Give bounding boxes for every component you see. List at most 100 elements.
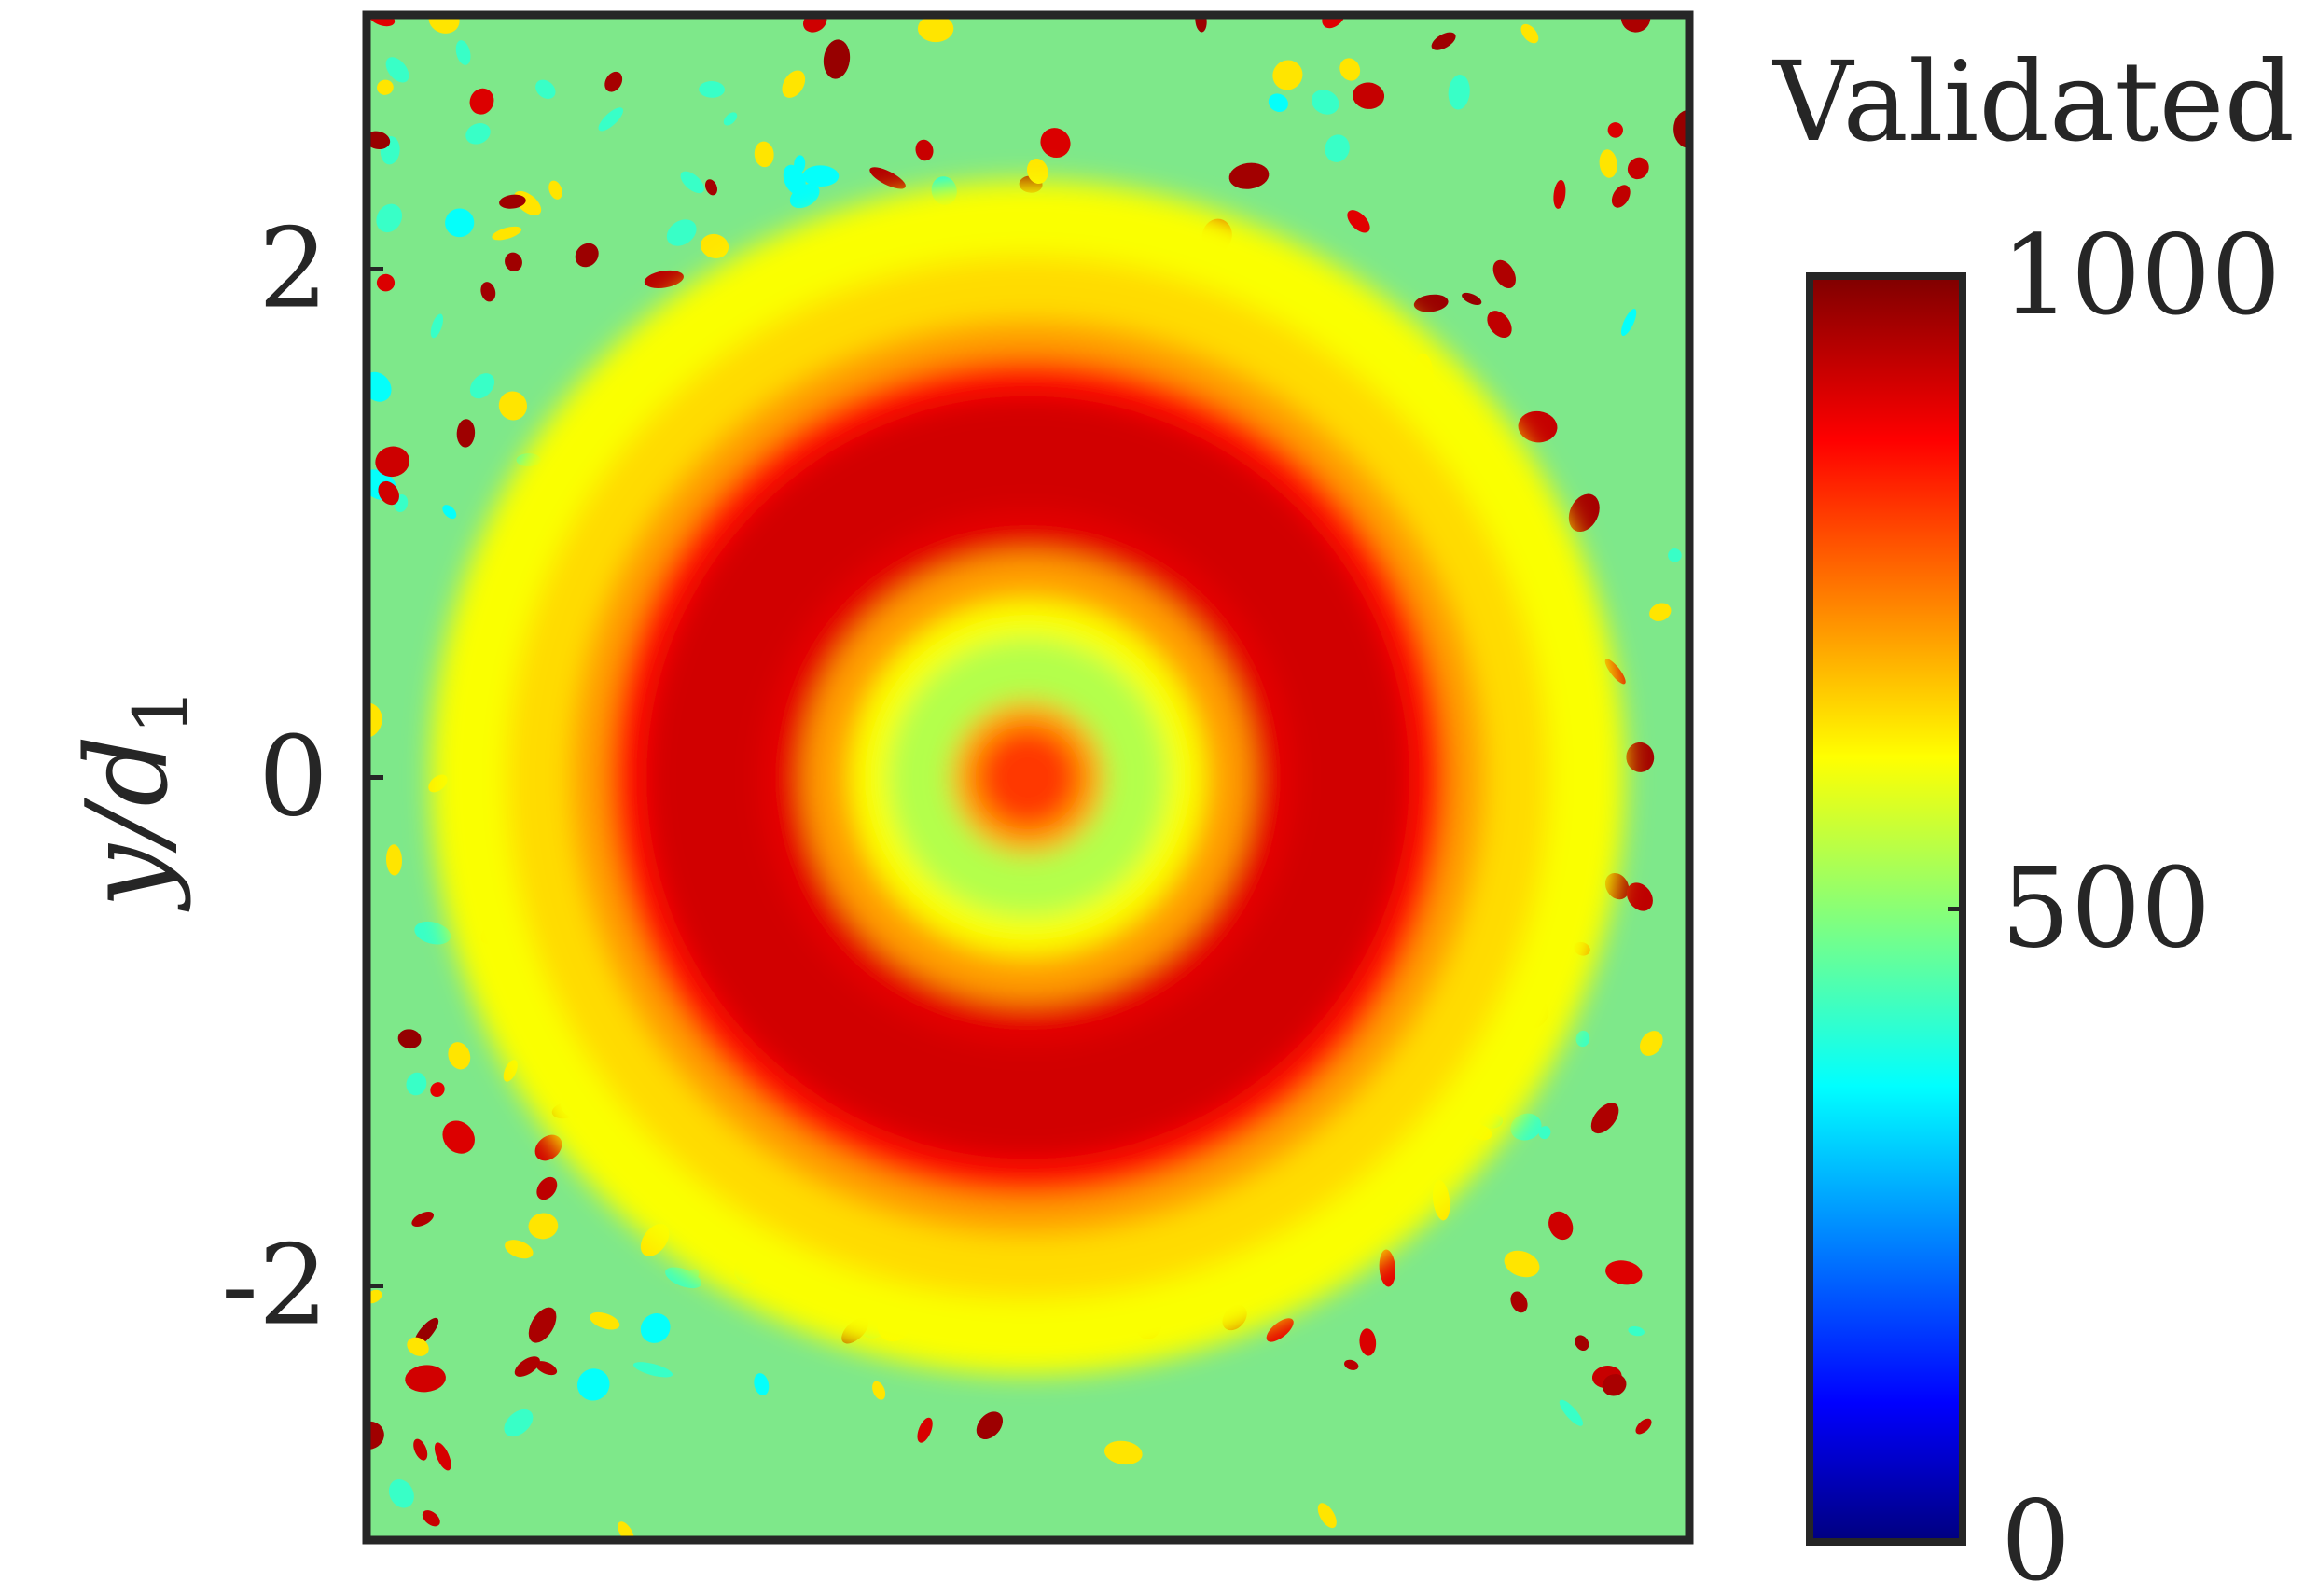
noise-speckle [872, 1381, 886, 1400]
noise-speckle [375, 446, 410, 478]
heatmap-plot [367, 15, 1689, 1540]
noise-speckle [445, 208, 475, 238]
noise-speckle [1510, 1113, 1542, 1141]
noise-speckle [385, 844, 403, 876]
noise-speckle [548, 180, 562, 200]
noise-speckle [514, 1356, 540, 1377]
y-axis-ticks: -2 0 2 [221, 204, 383, 1350]
noise-speckle [1620, 309, 1637, 336]
noise-speckle [823, 39, 851, 79]
noise-speckle [1379, 1249, 1395, 1287]
noise-speckle [604, 71, 623, 92]
colorbar-title: Validated [1771, 37, 2295, 166]
noise-speckle [640, 1312, 671, 1343]
noise-speckle [1347, 210, 1370, 233]
noise-speckle [1311, 90, 1339, 115]
noise-speckle [1635, 1418, 1652, 1435]
noise-speckle [1627, 157, 1649, 180]
noise-speckle [536, 1176, 558, 1200]
noise-speckle [430, 313, 444, 339]
noise-speckle [499, 194, 526, 209]
noise-speckle [1272, 60, 1303, 90]
noise-speckle [385, 57, 409, 83]
noise-speckle [699, 80, 725, 98]
svg-text:y/d1: y/d1 [63, 687, 204, 912]
noise-speckle [1611, 185, 1631, 208]
noise-speckle [1268, 93, 1288, 112]
noise-speckle [917, 1417, 933, 1443]
noise-speckle [505, 252, 522, 271]
noise-speckle [1353, 82, 1385, 109]
y-tick-label-2: 2 [258, 204, 328, 333]
noise-speckle [504, 1409, 534, 1437]
noise-speckle [576, 1368, 610, 1401]
noise-speckle [632, 1362, 673, 1378]
noise-speckle [1026, 158, 1048, 185]
noise-speckle [1649, 603, 1672, 621]
noise-speckle [378, 480, 399, 506]
noise-speckle [1668, 548, 1682, 562]
noise-speckle [782, 70, 806, 98]
noise-speckle [1266, 1318, 1294, 1342]
noise-speckle [406, 1072, 427, 1096]
noise-speckle [1559, 1399, 1583, 1426]
noise-speckle [1040, 128, 1071, 159]
noise-speckle [1575, 1335, 1589, 1351]
noise-speckle [1538, 1126, 1551, 1140]
noise-speckle [498, 391, 528, 421]
noise-speckle [442, 1120, 475, 1154]
noise-speckle [869, 167, 906, 189]
noise-speckle [428, 15, 460, 34]
noise-speckle [644, 270, 684, 288]
noise-speckle [1325, 134, 1350, 162]
noise-speckle [469, 373, 495, 399]
colorbar-tick-label-1: 500 [2001, 844, 2211, 973]
noise-speckle [1590, 1103, 1619, 1134]
y-axis-label-main: y/d [63, 735, 193, 912]
noise-speckle [1462, 292, 1482, 305]
noise-speckle [1639, 1031, 1663, 1056]
noise-speckle [434, 1442, 451, 1471]
noise-speckle [367, 131, 391, 150]
noise-speckle [411, 1212, 435, 1227]
noise-speckle [1344, 1359, 1359, 1370]
ring-band-10 [977, 727, 1079, 828]
noise-speckle [469, 88, 494, 115]
noise-speckle [1339, 58, 1361, 81]
noise-speckle [802, 165, 840, 187]
noise-speckle [413, 1438, 428, 1461]
colorbar-ticks: 0 500 1000 [1948, 211, 2281, 1596]
noise-speckle [680, 171, 705, 194]
noise-speckle [590, 1311, 620, 1330]
noise-speckle [456, 419, 476, 448]
noise-speckle [1520, 23, 1539, 44]
noise-speckle [1607, 122, 1624, 138]
colorbar-tick-label-0: 0 [2001, 1477, 2071, 1596]
noise-speckle [535, 79, 556, 99]
noise-speckle [1413, 294, 1449, 312]
noise-speckle [754, 1373, 770, 1396]
y-axis-label-subscript: 1 [118, 687, 204, 735]
noise-speckle [1510, 1291, 1528, 1313]
noise-speckle [917, 15, 954, 43]
noise-speckle [1628, 1325, 1645, 1337]
noise-speckle [665, 1267, 702, 1289]
y-tick-label-1: 0 [258, 713, 328, 841]
noise-speckle [1492, 259, 1516, 289]
noise-speckle [1602, 1374, 1627, 1396]
noise-speckle [754, 141, 774, 168]
noise-speckle [492, 226, 522, 241]
noise-speckle [1626, 882, 1653, 911]
noise-speckle [535, 1361, 558, 1376]
noise-speckle [414, 921, 451, 945]
noise-speckle [480, 282, 496, 302]
y-tick-label-0: -2 [221, 1221, 328, 1350]
noise-speckle [407, 1337, 429, 1356]
noise-speckle [1568, 493, 1600, 533]
noise-speckle [598, 107, 624, 132]
noise-speckle [976, 1411, 1004, 1440]
noise-speckle [528, 1213, 559, 1240]
noise-speckle [1448, 75, 1470, 110]
colorbar [1806, 272, 1966, 1546]
